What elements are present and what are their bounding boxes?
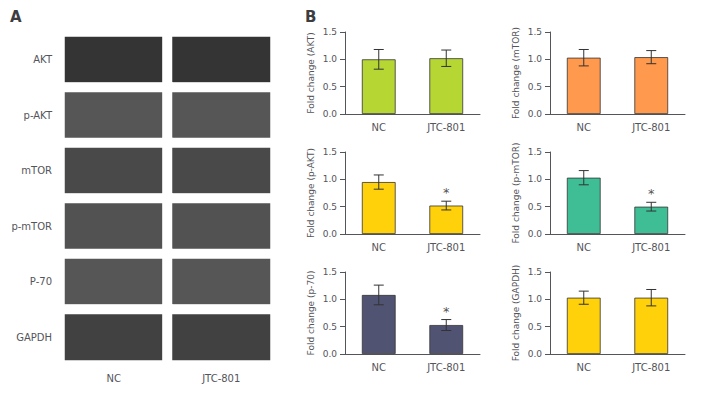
svg-text:*: * bbox=[443, 185, 450, 200]
svg-text:0.5: 0.5 bbox=[323, 82, 337, 92]
svg-text:NC: NC bbox=[577, 122, 591, 133]
svg-text:Fold change (p-70): Fold change (p-70) bbox=[306, 271, 316, 356]
svg-text:0.0: 0.0 bbox=[323, 349, 338, 359]
svg-text:*: * bbox=[648, 186, 655, 201]
svg-text:1.5: 1.5 bbox=[528, 147, 542, 157]
svg-text:JTC-801: JTC-801 bbox=[631, 122, 670, 133]
svg-text:0.5: 0.5 bbox=[528, 322, 542, 332]
svg-text:0.5: 0.5 bbox=[323, 322, 337, 332]
svg-text:1.0: 1.0 bbox=[323, 174, 338, 184]
svg-text:1.0: 1.0 bbox=[528, 294, 543, 304]
svg-text:0.0: 0.0 bbox=[528, 229, 543, 239]
svg-text:0.5: 0.5 bbox=[528, 82, 542, 92]
svg-text:A: A bbox=[10, 8, 22, 26]
svg-text:NC: NC bbox=[107, 373, 121, 384]
svg-text:1.5: 1.5 bbox=[323, 267, 337, 277]
svg-text:Fold change (AKT): Fold change (AKT) bbox=[306, 32, 316, 113]
svg-text:JTC-801: JTC-801 bbox=[426, 362, 465, 373]
svg-text:1.0: 1.0 bbox=[528, 54, 543, 64]
svg-text:P-70: P-70 bbox=[30, 276, 52, 287]
svg-text:NC: NC bbox=[577, 242, 591, 253]
svg-text:B: B bbox=[305, 8, 316, 26]
svg-text:Fold change (GAPDH): Fold change (GAPDH) bbox=[511, 265, 521, 362]
svg-text:1.0: 1.0 bbox=[323, 294, 338, 304]
svg-text:1.5: 1.5 bbox=[528, 267, 542, 277]
svg-text:JTC-801: JTC-801 bbox=[426, 242, 465, 253]
svg-text:1.5: 1.5 bbox=[323, 147, 337, 157]
svg-text:JTC-801: JTC-801 bbox=[426, 122, 465, 133]
svg-text:0.0: 0.0 bbox=[323, 229, 338, 239]
svg-text:p-AKT: p-AKT bbox=[24, 110, 53, 121]
svg-text:NC: NC bbox=[372, 362, 386, 373]
svg-text:0.0: 0.0 bbox=[528, 109, 543, 119]
svg-text:JTC-801: JTC-801 bbox=[201, 373, 240, 384]
svg-text:1.0: 1.0 bbox=[323, 54, 338, 64]
svg-text:0.0: 0.0 bbox=[323, 109, 338, 119]
svg-text:NC: NC bbox=[372, 122, 386, 133]
svg-text:NC: NC bbox=[577, 362, 591, 373]
svg-text:1.5: 1.5 bbox=[323, 27, 337, 37]
svg-text:AKT: AKT bbox=[33, 54, 53, 65]
svg-text:JTC-801: JTC-801 bbox=[631, 242, 670, 253]
svg-text:0.0: 0.0 bbox=[528, 349, 543, 359]
svg-text:JTC-801: JTC-801 bbox=[631, 362, 670, 373]
svg-text:0.5: 0.5 bbox=[323, 202, 337, 212]
svg-text:Fold change (p-AKT): Fold change (p-AKT) bbox=[306, 148, 316, 238]
svg-text:p-mTOR: p-mTOR bbox=[11, 221, 52, 232]
svg-text:mTOR: mTOR bbox=[21, 165, 52, 176]
svg-text:GAPDH: GAPDH bbox=[16, 332, 52, 343]
svg-text:Fold change (p-mTOR): Fold change (p-mTOR) bbox=[511, 142, 521, 243]
svg-text:NC: NC bbox=[372, 242, 386, 253]
svg-text:*: * bbox=[443, 304, 450, 319]
svg-text:1.0: 1.0 bbox=[528, 174, 543, 184]
svg-text:1.5: 1.5 bbox=[528, 27, 542, 37]
svg-text:0.5: 0.5 bbox=[528, 202, 542, 212]
svg-text:Fold change (mTOR): Fold change (mTOR) bbox=[511, 27, 521, 119]
